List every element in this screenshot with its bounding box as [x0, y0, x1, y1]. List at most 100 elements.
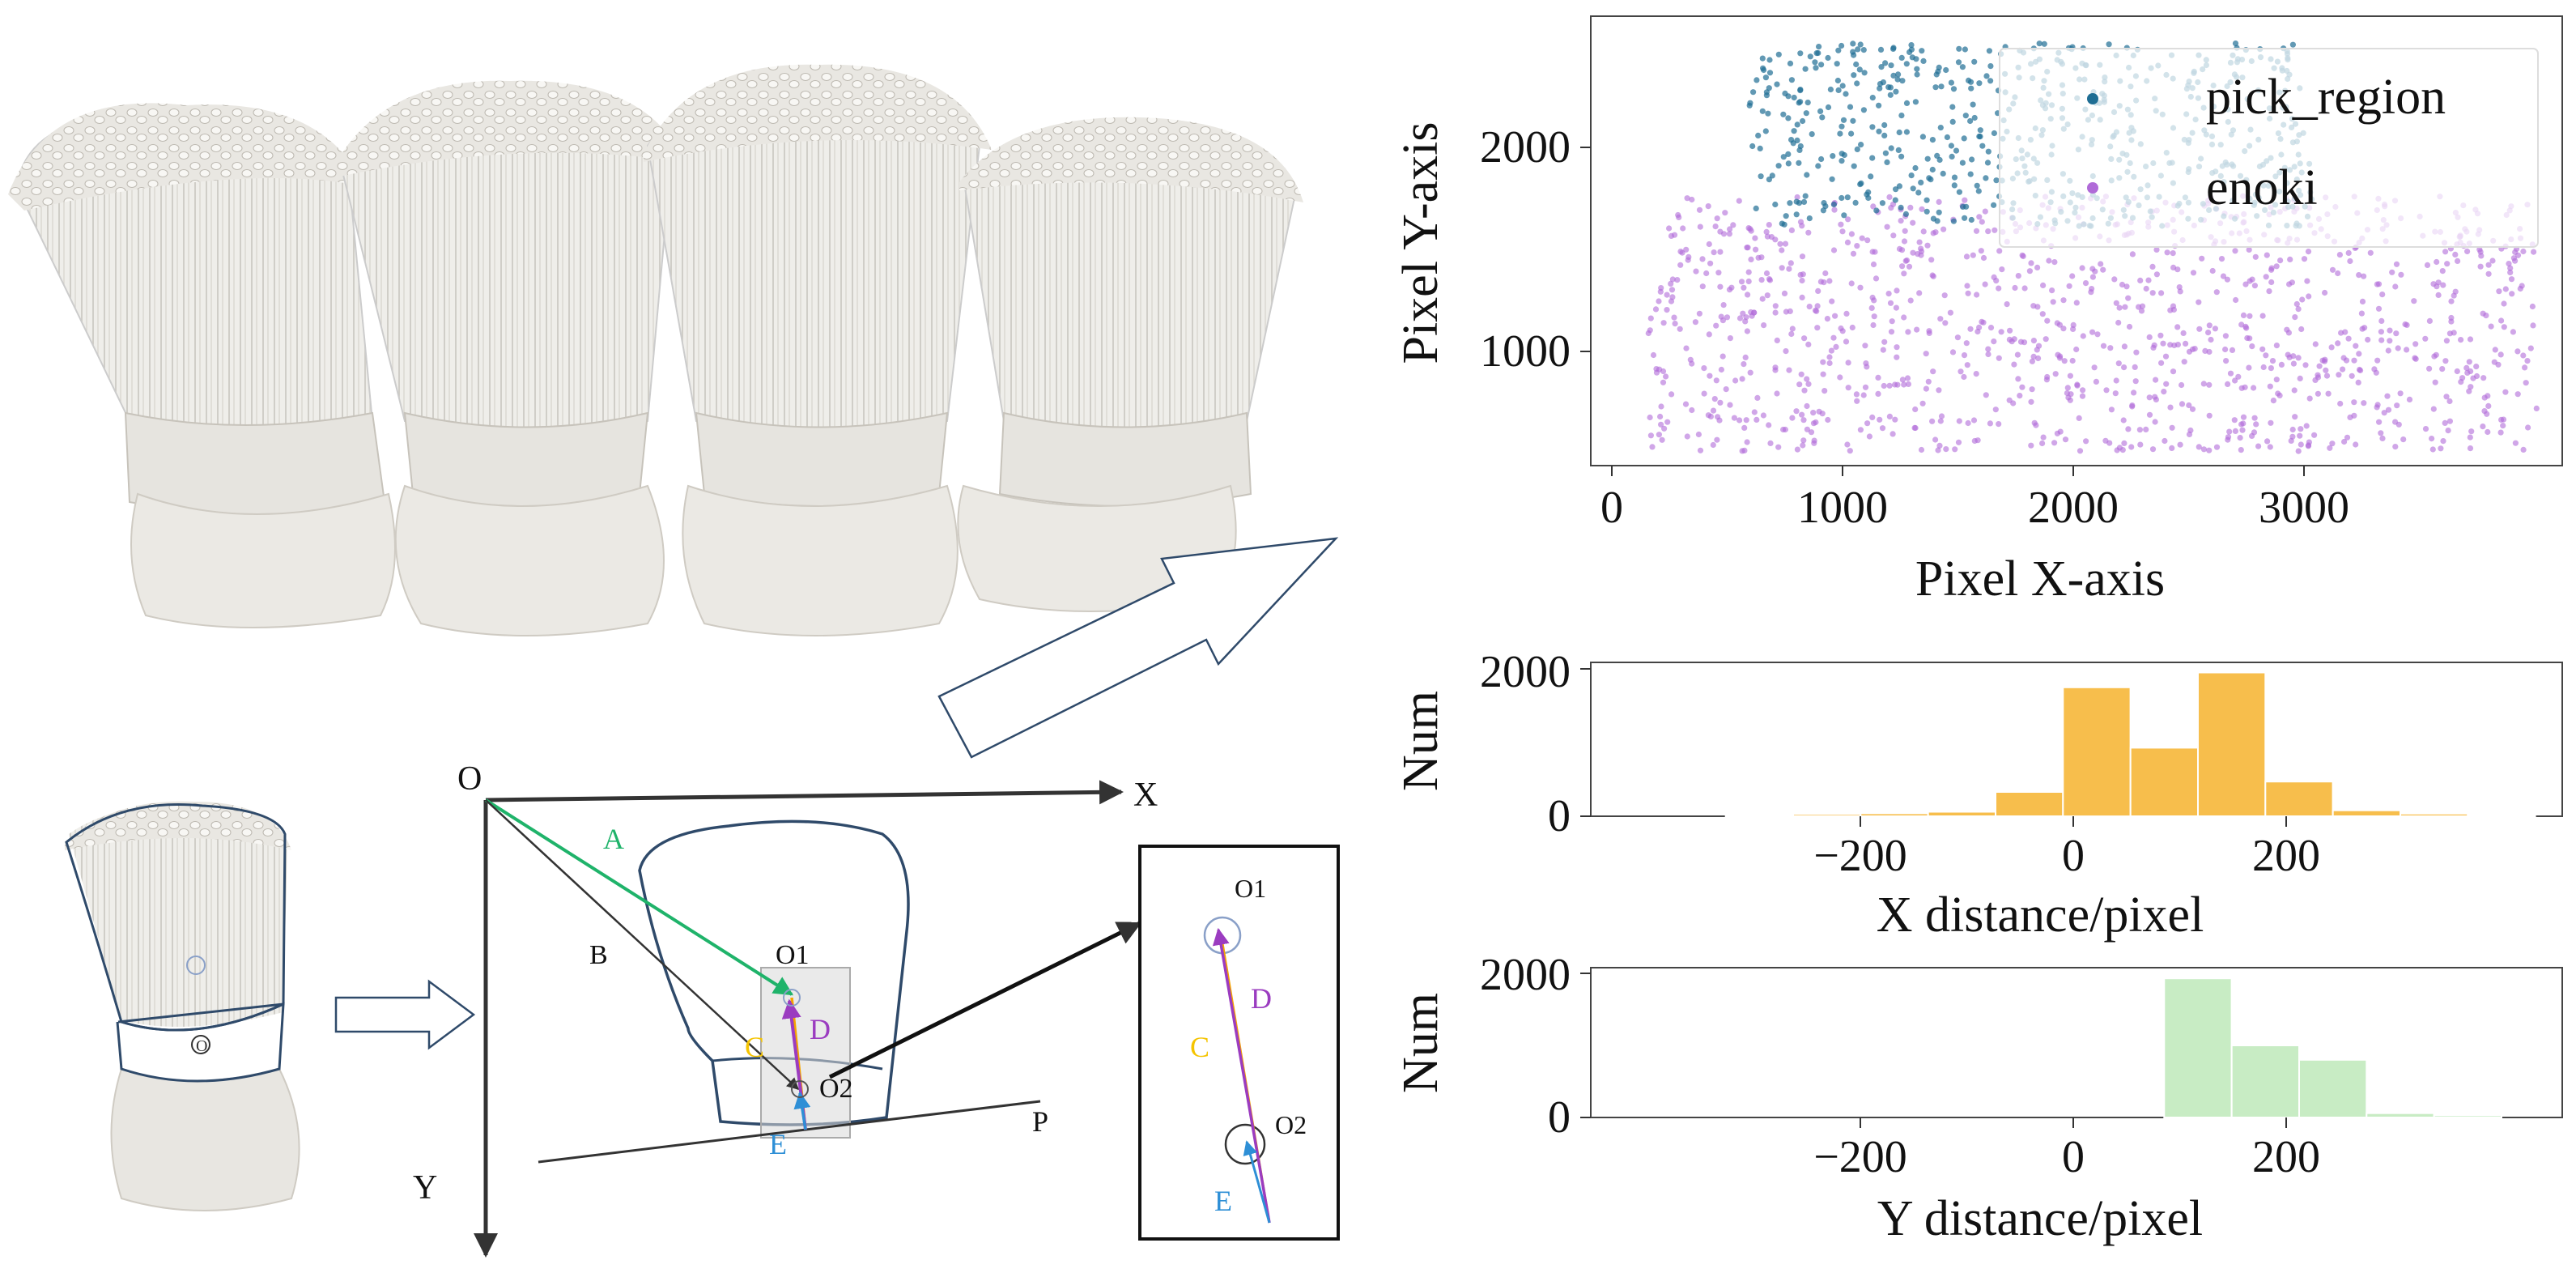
- scatter-point: [1903, 61, 1910, 67]
- scatter-point: [1889, 318, 1895, 325]
- scatter-point: [2132, 364, 2138, 370]
- scatter-point: [1950, 218, 1957, 224]
- scatter-point: [1825, 416, 1831, 424]
- scatter-point: [2146, 334, 2153, 340]
- scatter-point: [1904, 375, 1911, 381]
- scatter-point: [1699, 256, 1706, 262]
- y-hist-frame: [1590, 967, 2563, 1118]
- scatter-point: [1758, 254, 1765, 261]
- scatter-point: [1916, 239, 1923, 245]
- scatter-point: [2498, 416, 2505, 424]
- scatter-point: [2186, 431, 2193, 438]
- scatter-point: [1893, 304, 1899, 311]
- scatter-point: [2136, 427, 2143, 433]
- scatter-point: [1987, 78, 1994, 84]
- scatter-point: [1996, 355, 2002, 361]
- scatter-point: [1789, 326, 1796, 332]
- scatter-point: [1766, 85, 1772, 92]
- scatter-point: [1793, 408, 1800, 415]
- scatter-point: [1726, 231, 1732, 237]
- scatter-point: [2040, 282, 2047, 288]
- scatter-point: [1869, 414, 1876, 420]
- scatter-point: [1929, 418, 1936, 424]
- scatter-point: [2316, 363, 2323, 369]
- scatter-point: [1763, 92, 1770, 99]
- scatter-point: [2392, 283, 2399, 290]
- scatter-point: [2212, 326, 2218, 332]
- scatter-point: [1664, 419, 1671, 425]
- scatter-point: [2044, 317, 2051, 324]
- scatter-point: [1705, 412, 1711, 419]
- scatter-point: [2268, 266, 2275, 273]
- scatter-point: [1787, 308, 1793, 314]
- scatter-point: [2356, 272, 2362, 279]
- scatter-point: [2276, 392, 2283, 398]
- scatter-point: [2224, 276, 2230, 283]
- scatter-point: [1797, 219, 1804, 225]
- scatter-point: [1754, 394, 1761, 401]
- scatter-point: [1772, 309, 1779, 316]
- scatter-point: [1866, 433, 1872, 440]
- scatter-point: [1888, 205, 1894, 211]
- scatter-point: [2232, 248, 2238, 254]
- scatter-point: [1763, 228, 1770, 235]
- scatter-point: [2344, 434, 2351, 441]
- enoki-bundle-4: [957, 117, 1303, 612]
- scatter-point: [2498, 317, 2505, 324]
- scatter-point: [2485, 270, 2492, 277]
- scatter-point: [1887, 92, 1894, 98]
- scatter-point: [2329, 266, 2336, 273]
- scatter-point: [2328, 344, 2335, 351]
- scatter-point: [1752, 235, 1758, 241]
- scatter-point: [2500, 423, 2506, 429]
- scatter-point: [1890, 232, 1897, 239]
- scatter-point: [1886, 413, 1893, 419]
- scatter-point: [2179, 401, 2186, 407]
- scatter-point: [1780, 154, 1787, 160]
- scatter-point: [1772, 364, 1779, 371]
- scatter-point: [1766, 422, 1772, 428]
- scatter-point: [2240, 312, 2247, 318]
- scatter-point: [1652, 306, 1660, 313]
- scatter-point: [2007, 327, 2013, 334]
- scatter-point: [2225, 381, 2231, 387]
- scatter-point: [2297, 432, 2303, 439]
- scatter-point: [2398, 271, 2404, 278]
- scatter-point: [1857, 41, 1864, 48]
- scatter-point: [2533, 405, 2540, 411]
- scatter-point: [2253, 421, 2259, 428]
- scatter-point: [1929, 272, 1936, 279]
- scatter-point: [1963, 253, 1970, 260]
- scatter-point: [1804, 402, 1810, 410]
- x-hist-ytick-2000: 2000: [1480, 647, 1571, 697]
- scatter-point: [2322, 289, 2328, 296]
- scatter-point: [2206, 412, 2213, 419]
- scatter-point: [1736, 198, 1742, 204]
- scatter-point: [1910, 185, 1916, 192]
- scatter-point: [2174, 324, 2181, 330]
- scatter-point: [1968, 85, 1975, 92]
- scatter-legend: pick_region enoki: [1999, 48, 2539, 248]
- enoki-bundle-2: [332, 80, 684, 636]
- scatter-point: [1830, 334, 1837, 341]
- scatter-point: [1882, 60, 1889, 66]
- scatter-point: [1985, 228, 1992, 235]
- scatter-point: [1851, 72, 1857, 79]
- scatter-point: [1974, 182, 1980, 189]
- scatter-point: [2157, 332, 2164, 338]
- scatter-point: [2381, 410, 2387, 416]
- scatter-point: [1868, 173, 1874, 180]
- scatter-point: [2295, 448, 2302, 454]
- point-o2-label: O2: [819, 1074, 853, 1104]
- point-o1-circle: [783, 989, 801, 1007]
- scatter-point: [2029, 386, 2035, 393]
- scatter-point: [2392, 419, 2399, 425]
- scatter-point: [2120, 417, 2127, 424]
- scatter-point: [1949, 104, 1956, 110]
- scatter-point: [2205, 330, 2212, 336]
- scatter-point: [1949, 153, 1955, 160]
- scatter-point: [1940, 170, 1946, 177]
- scatter-point: [2466, 388, 2472, 394]
- scatter-point: [2189, 406, 2196, 412]
- scatter-point: [2169, 424, 2175, 431]
